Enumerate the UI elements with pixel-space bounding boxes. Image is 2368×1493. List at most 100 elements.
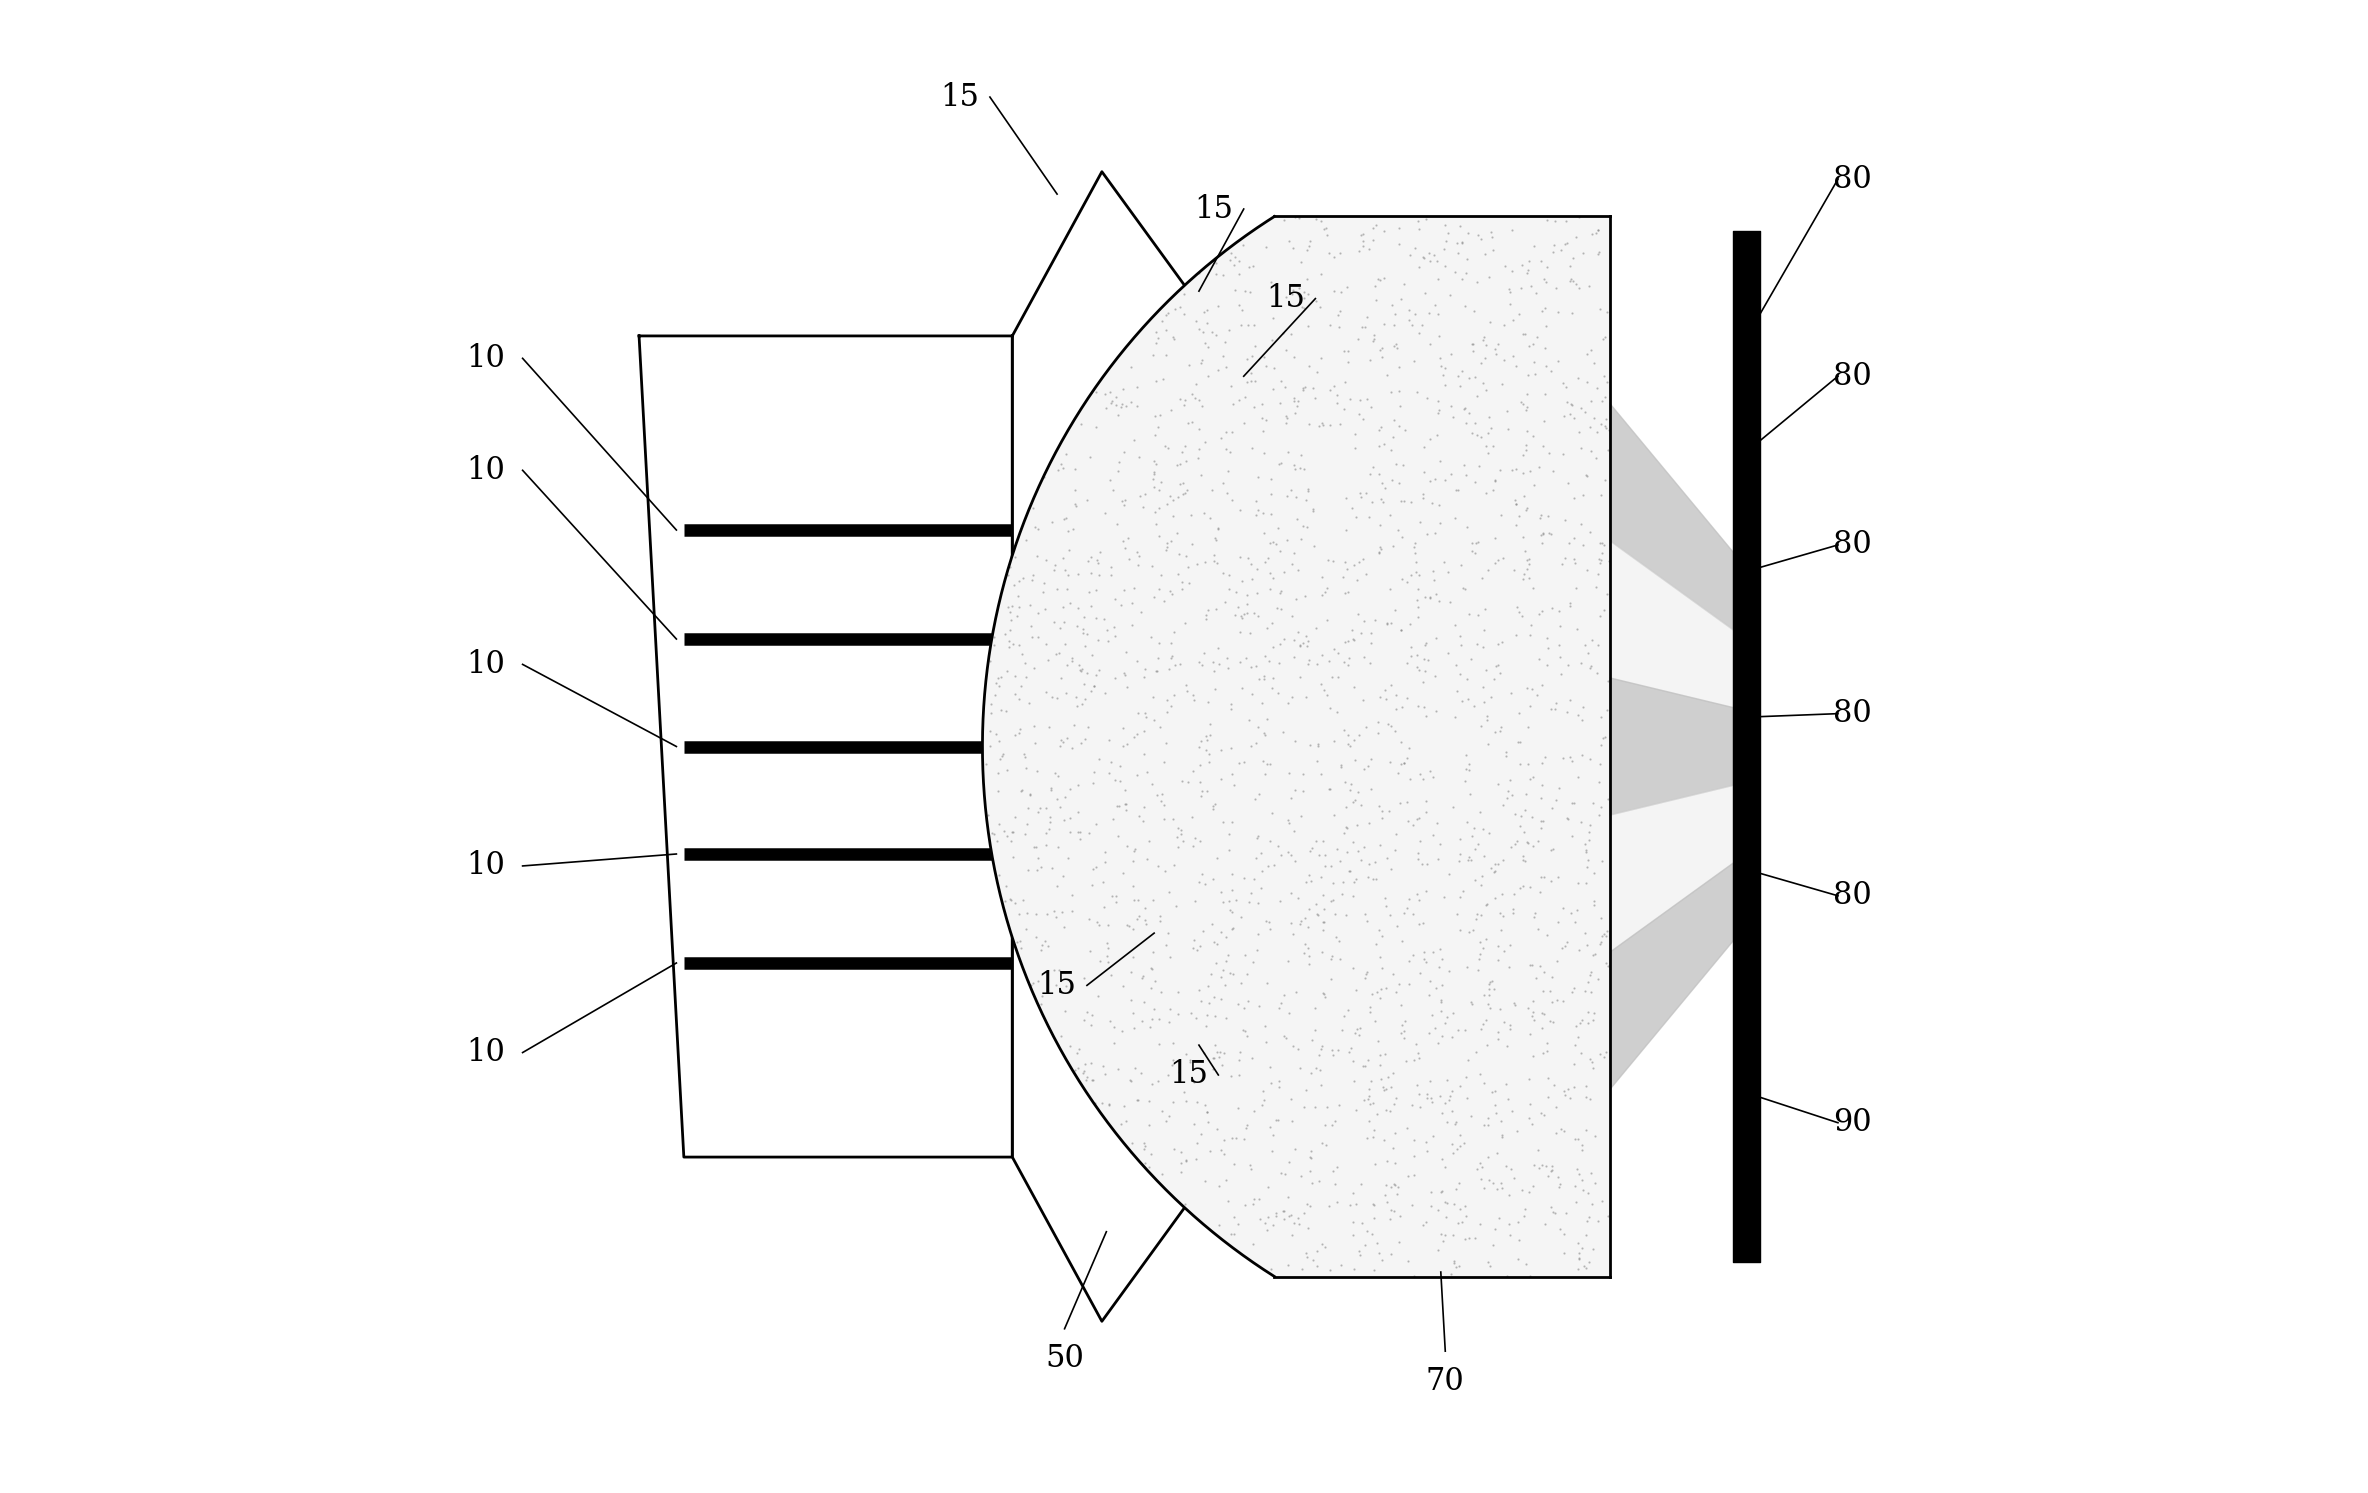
- Point: [1508, 363, 1546, 387]
- Point: [1369, 1150, 1407, 1173]
- Point: [1215, 1153, 1253, 1176]
- Point: [1163, 578, 1201, 602]
- Point: [1177, 552, 1215, 576]
- Point: [1482, 458, 1520, 482]
- Point: [1366, 1182, 1404, 1206]
- Point: [1246, 721, 1283, 745]
- Point: [1340, 1244, 1378, 1268]
- Point: [1212, 917, 1250, 941]
- Text: 80: 80: [1833, 361, 1873, 391]
- Point: [1338, 327, 1376, 351]
- Point: [1125, 718, 1163, 742]
- Point: [1283, 1096, 1321, 1120]
- Point: [1023, 855, 1061, 879]
- Point: [1077, 415, 1115, 439]
- Point: [1504, 844, 1542, 867]
- Point: [1411, 1087, 1449, 1111]
- Point: [1063, 1060, 1101, 1084]
- Point: [999, 596, 1037, 620]
- Point: [1589, 787, 1627, 811]
- Point: [1471, 311, 1508, 334]
- Point: [1139, 578, 1177, 602]
- Point: [1146, 537, 1184, 561]
- Point: [1066, 727, 1103, 751]
- Point: [1172, 382, 1210, 406]
- Point: [1089, 914, 1127, 938]
- Point: [1132, 976, 1170, 1000]
- Point: [1390, 612, 1428, 636]
- Point: [1314, 888, 1352, 912]
- Point: [1399, 216, 1437, 240]
- Point: [1546, 1202, 1584, 1226]
- Point: [1132, 1142, 1170, 1166]
- Point: [1336, 1099, 1373, 1123]
- Point: [1513, 1000, 1551, 1024]
- Point: [1217, 888, 1255, 912]
- Point: [1523, 1153, 1561, 1176]
- Point: [1556, 1053, 1594, 1076]
- Text: 10: 10: [466, 455, 504, 485]
- Point: [1144, 806, 1182, 830]
- Point: [1587, 414, 1624, 437]
- Point: [1539, 300, 1577, 324]
- Point: [1563, 651, 1601, 675]
- Point: [1009, 812, 1047, 836]
- Point: [1319, 1190, 1357, 1214]
- Point: [1487, 744, 1525, 767]
- Point: [1362, 1054, 1399, 1078]
- Point: [1248, 1030, 1286, 1054]
- Point: [1508, 676, 1546, 700]
- Point: [1468, 1114, 1506, 1138]
- Point: [1466, 1008, 1504, 1032]
- Point: [1551, 591, 1589, 615]
- Point: [1376, 334, 1414, 358]
- Point: [1231, 735, 1269, 758]
- Point: [1208, 437, 1246, 461]
- Point: [1376, 333, 1414, 357]
- Point: [1366, 1078, 1404, 1102]
- Point: [1265, 321, 1302, 345]
- Point: [1411, 249, 1449, 273]
- Point: [1568, 1223, 1606, 1247]
- Point: [1435, 1000, 1473, 1024]
- Point: [1276, 345, 1314, 369]
- Point: [1312, 378, 1350, 402]
- Point: [1461, 714, 1499, 738]
- Point: [1288, 488, 1326, 512]
- Point: [1532, 869, 1570, 893]
- Point: [1172, 411, 1210, 434]
- Point: [1520, 1138, 1558, 1162]
- Point: [1404, 646, 1442, 670]
- Point: [1381, 394, 1418, 418]
- Point: [1506, 1197, 1544, 1221]
- Point: [1035, 959, 1073, 982]
- Point: [1037, 973, 1075, 997]
- Point: [1042, 666, 1080, 690]
- Point: [1513, 1003, 1551, 1027]
- Point: [1283, 1257, 1321, 1281]
- Point: [1253, 676, 1291, 700]
- Point: [1222, 1041, 1260, 1065]
- Point: [1582, 733, 1620, 757]
- Point: [1260, 1108, 1298, 1132]
- Point: [1511, 566, 1549, 590]
- Point: [1475, 337, 1513, 361]
- Point: [1265, 720, 1302, 744]
- Point: [1208, 924, 1246, 948]
- Point: [1418, 267, 1456, 291]
- Point: [1227, 1115, 1265, 1139]
- Point: [1276, 730, 1314, 754]
- Point: [1291, 1160, 1328, 1184]
- Point: [1125, 494, 1163, 518]
- Point: [1130, 1156, 1167, 1179]
- Point: [1319, 1038, 1357, 1062]
- Point: [1392, 636, 1430, 660]
- Point: [1148, 436, 1186, 460]
- Point: [1397, 551, 1435, 575]
- Point: [1340, 481, 1378, 505]
- Point: [1362, 978, 1399, 1002]
- Point: [1435, 1223, 1473, 1247]
- Point: [1482, 1109, 1520, 1133]
- Point: [1456, 1041, 1494, 1065]
- Point: [1409, 853, 1447, 876]
